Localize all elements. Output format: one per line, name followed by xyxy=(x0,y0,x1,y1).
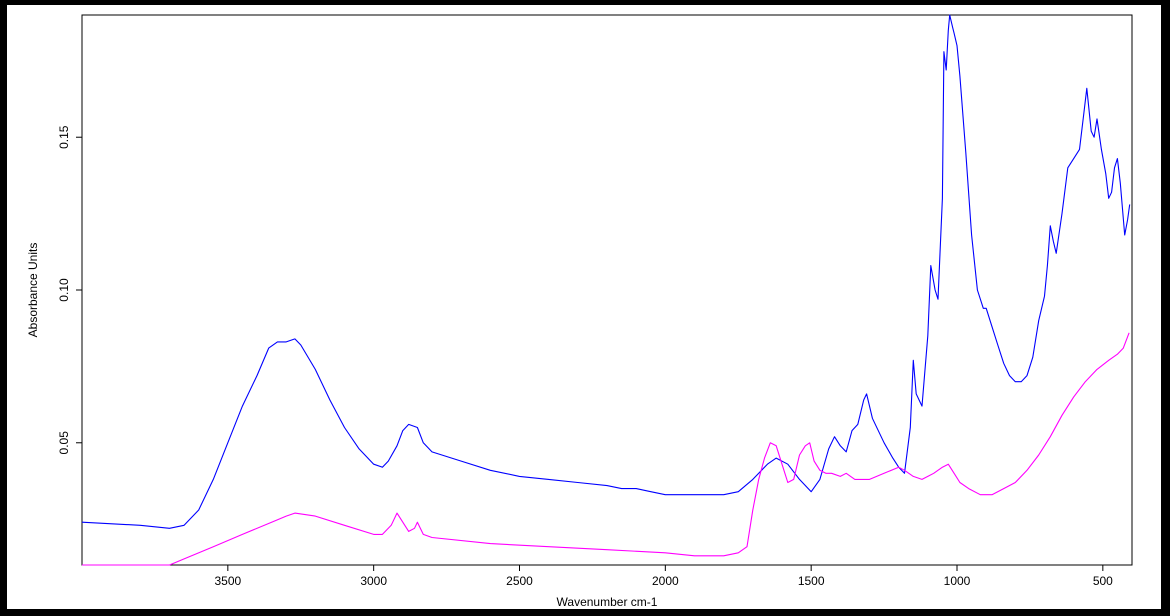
plot-frame: 3500 3000 2500 2000 1500 1000 500 0.05 0.10 0.15… xyxy=(7,5,1161,609)
x-tick-label: 3000 xyxy=(360,574,387,588)
x-tick-label: 1500 xyxy=(798,574,825,588)
spectrum-line-1 xyxy=(81,14,1131,529)
x-tick-label: 500 xyxy=(1093,574,1113,588)
y-axis-title: Absorbance Units xyxy=(26,243,40,338)
y-axis: 0.05 0.10 0.15 xyxy=(57,125,82,454)
x-tick-label: 3500 xyxy=(214,574,241,588)
y-tick-label: 0.15 xyxy=(57,125,71,149)
spectrum-chart: 3500 3000 2500 2000 1500 1000 500 0.05 0.10 0.15… xyxy=(26,14,1133,609)
y-tick-label: 0.05 xyxy=(57,431,71,455)
x-axis: 3500 3000 2500 2000 1500 1000 500 xyxy=(214,565,1113,588)
x-tick-label: 1000 xyxy=(944,574,971,588)
plot-area-border xyxy=(81,14,1133,566)
x-tick-label: 2500 xyxy=(506,574,533,588)
x-tick-label: 2000 xyxy=(652,574,679,588)
y-tick-label: 0.10 xyxy=(57,278,71,302)
x-axis-title: Wavenumber cm-1 xyxy=(557,595,658,609)
spectrum-line-2 xyxy=(82,332,1130,566)
series-layer xyxy=(81,14,1131,566)
